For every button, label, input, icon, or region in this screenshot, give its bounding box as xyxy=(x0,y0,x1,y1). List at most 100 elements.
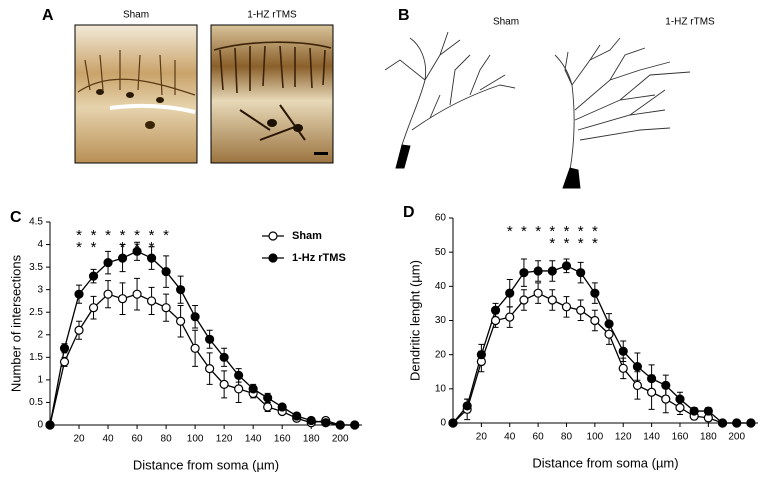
marker xyxy=(618,363,628,373)
x-tick-label: 200 xyxy=(728,432,745,443)
photo-rtms xyxy=(210,24,334,164)
marker xyxy=(533,266,543,276)
marker xyxy=(632,362,643,372)
significance-star: * xyxy=(120,239,126,256)
marker xyxy=(448,418,458,428)
panel-letter: B xyxy=(398,7,410,24)
y-tick-label: 30 xyxy=(435,315,447,326)
y-tick-label: 4 xyxy=(37,239,43,250)
legend-marker xyxy=(268,231,278,241)
marker xyxy=(103,289,113,299)
legend-label: 1-Hz rTMS xyxy=(292,252,346,264)
marker xyxy=(277,402,287,412)
marker xyxy=(647,387,657,397)
marker xyxy=(117,253,128,263)
marker xyxy=(519,268,529,278)
x-tick-label: 60 xyxy=(533,432,545,443)
marker xyxy=(462,401,472,411)
marker xyxy=(604,319,614,329)
y-tick-label: 3 xyxy=(37,284,43,295)
significance-star: * xyxy=(592,235,598,252)
marker xyxy=(132,289,142,299)
marker xyxy=(632,380,643,391)
marker xyxy=(176,316,186,326)
significance-star: * xyxy=(149,239,155,256)
x-tick-label: 100 xyxy=(587,432,604,443)
y-tick-label: 1.5 xyxy=(29,352,43,363)
marker xyxy=(703,406,713,416)
x-tick-label: 140 xyxy=(245,434,262,445)
marker xyxy=(88,271,99,281)
marker xyxy=(190,343,200,353)
x-tick-label: 160 xyxy=(672,432,689,443)
significance-star: * xyxy=(549,235,555,252)
significance-star: * xyxy=(564,223,570,240)
significance-star: * xyxy=(535,223,541,240)
marker xyxy=(88,303,99,313)
marker xyxy=(519,295,529,305)
marker xyxy=(732,418,742,428)
marker xyxy=(248,384,258,394)
marker xyxy=(117,294,128,304)
marker xyxy=(717,418,728,428)
marker xyxy=(146,253,157,263)
y-tick-label: 0 xyxy=(440,418,446,429)
x-tick-label: 200 xyxy=(332,434,349,445)
y-tick-label: 4.5 xyxy=(29,217,43,228)
y-axis-label: Number of intersections xyxy=(8,254,23,392)
x-tick-label: 80 xyxy=(161,434,173,445)
y-tick-label: 40 xyxy=(435,281,447,292)
significance-star: * xyxy=(134,239,140,256)
tracing-label: 1-HZ rTMS xyxy=(665,17,715,28)
x-axis-label: Distance from soma (µm) xyxy=(532,455,678,470)
marker xyxy=(335,420,345,430)
significance-star: * xyxy=(578,235,584,252)
marker xyxy=(263,402,273,412)
marker xyxy=(505,288,515,298)
y-tick-label: 1 xyxy=(37,375,43,386)
series-line xyxy=(452,265,751,424)
significance-star: * xyxy=(149,227,155,244)
x-tick-label: 60 xyxy=(132,434,144,445)
y-tick-label: 60 xyxy=(435,213,447,224)
marker xyxy=(219,352,229,362)
tracing-label: Sham xyxy=(493,17,519,28)
marker xyxy=(505,312,515,322)
marker xyxy=(321,418,331,428)
marker xyxy=(675,394,685,404)
marker xyxy=(689,406,699,416)
x-tick-label: 160 xyxy=(274,434,291,445)
y-tick-label: 3.5 xyxy=(29,262,43,273)
marker xyxy=(547,266,557,276)
photo-sham xyxy=(74,24,198,164)
x-tick-label: 100 xyxy=(187,434,204,445)
y-tick-label: 0.5 xyxy=(29,397,43,408)
x-tick-label: 40 xyxy=(102,434,114,445)
legend-label: Sham xyxy=(292,230,322,242)
y-tick-label: 50 xyxy=(435,247,447,258)
marker xyxy=(146,296,157,306)
legend-marker xyxy=(268,253,278,263)
photo-label: 1-HZ rTMS xyxy=(247,10,297,21)
neuron-rtms xyxy=(554,37,691,189)
marker xyxy=(74,289,84,299)
significance-star: * xyxy=(592,223,598,240)
marker xyxy=(661,394,671,404)
neuron-sham xyxy=(384,31,516,169)
marker xyxy=(292,411,302,421)
x-tick-label: 180 xyxy=(303,434,320,445)
x-axis-label: Distance from soma (µm) xyxy=(133,457,279,472)
marker xyxy=(306,415,316,426)
marker xyxy=(561,302,572,312)
x-tick-label: 120 xyxy=(216,434,233,445)
x-tick-label: 20 xyxy=(73,434,85,445)
marker xyxy=(661,380,671,391)
significance-star: * xyxy=(91,239,97,256)
significance-star: * xyxy=(134,227,140,244)
marker xyxy=(590,315,600,326)
marker xyxy=(647,373,657,384)
marker xyxy=(350,420,360,430)
marker xyxy=(161,303,171,313)
marker xyxy=(59,343,70,353)
